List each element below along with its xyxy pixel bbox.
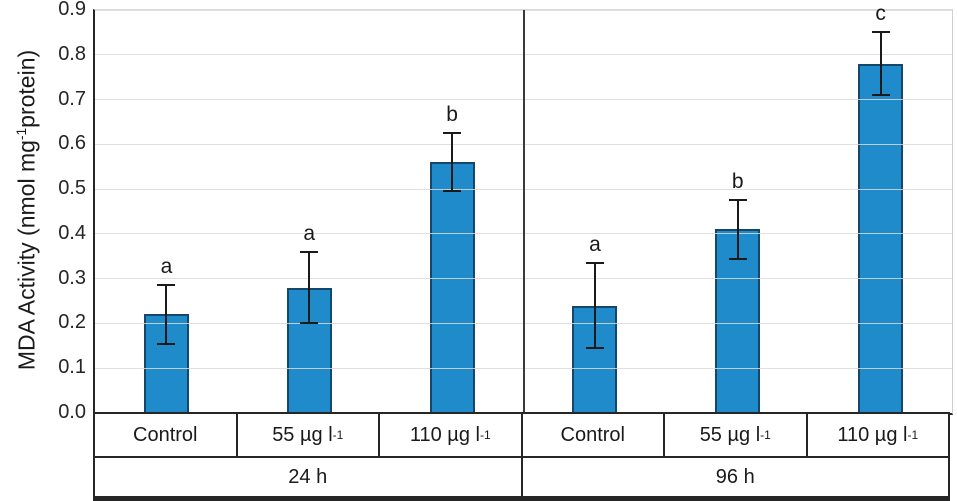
significance-letter: a [303, 221, 316, 245]
bar-55-g-l [715, 229, 761, 413]
category-label-text: Control [133, 423, 198, 446]
error-bar [736, 200, 739, 259]
significance-letter: c [875, 2, 886, 26]
error-bar [308, 251, 311, 324]
time-group-label-96-h: 96 h [715, 465, 755, 488]
category-label-text: 110 µg l [837, 423, 908, 446]
error-bar-cap [585, 261, 604, 264]
error-bar [879, 32, 882, 96]
error-bar-cap [443, 132, 462, 135]
significance-letter: b [731, 170, 744, 194]
bar-110-g-l [429, 162, 475, 413]
time-group-label-24-h: 24 h [95, 458, 523, 496]
plot-area: a a b a b c [93, 3, 953, 415]
category-label-110-g-l: 110 µg l -1 [808, 414, 949, 456]
category-label-control: Control [523, 414, 665, 456]
group-separator-line [522, 10, 525, 413]
category-axis-row: Control 55 µg l -1 110 µg l -1 Control 55 µg l… [93, 412, 950, 458]
error-bar-cap [443, 190, 462, 193]
error-bar [451, 133, 454, 192]
category-label-text: 55 µg l [699, 423, 761, 446]
error-bar-cap [157, 342, 176, 345]
error-bar [165, 285, 168, 344]
y-axis-tick-label: 0.1 [58, 356, 86, 379]
category-label-text: 110 µg l [409, 423, 480, 446]
error-bar-cap [871, 94, 890, 97]
y-axis-tick-label: 0.6 [58, 132, 86, 155]
category-label-superscript: -1 [760, 428, 771, 442]
category-label-55-g-l: 55 µg l -1 [665, 414, 808, 456]
category-label-superscript: -1 [907, 428, 919, 442]
y-axis-tick-label: 0.8 [58, 42, 86, 65]
y-axis-tick-label: 0.5 [58, 177, 86, 200]
error-bar-cap [300, 250, 319, 253]
y-axis-tick-label: 0.4 [58, 221, 86, 244]
category-label-text: 55 µg l [272, 423, 333, 446]
error-bar-cap [871, 31, 890, 34]
bar-110-g-l [858, 63, 904, 413]
y-axis-tick-label: 0.7 [58, 87, 86, 110]
category-label-110-g-l: 110 µg l -1 [380, 414, 523, 456]
error-bar-cap [585, 347, 604, 350]
y-axis-tick-label: 0.0 [58, 401, 86, 423]
significance-letter: b [446, 103, 458, 127]
error-bar-cap [728, 199, 747, 202]
category-label-control: Control [95, 414, 238, 456]
error-bar-cap [728, 257, 747, 260]
y-axis-title-text: MDA Activity (nmol mg [13, 140, 40, 371]
category-label-55-g-l: 55 µg l -1 [238, 414, 380, 456]
error-bar [593, 262, 596, 349]
category-label-superscript: -1 [479, 428, 491, 442]
significance-letter: a [160, 255, 173, 279]
category-label-text: Control [560, 423, 625, 446]
error-bar-cap [300, 322, 319, 325]
significance-letter: a [589, 232, 601, 256]
error-bar-cap [157, 284, 176, 287]
time-group-row: 24 h 96 h [93, 456, 950, 501]
y-axis-tick-label: 0.2 [58, 311, 86, 334]
category-label-superscript: -1 [332, 428, 344, 442]
y-axis-tick-label: 0.3 [58, 266, 86, 289]
y-axis-tick-label: 0.9 [58, 0, 86, 20]
